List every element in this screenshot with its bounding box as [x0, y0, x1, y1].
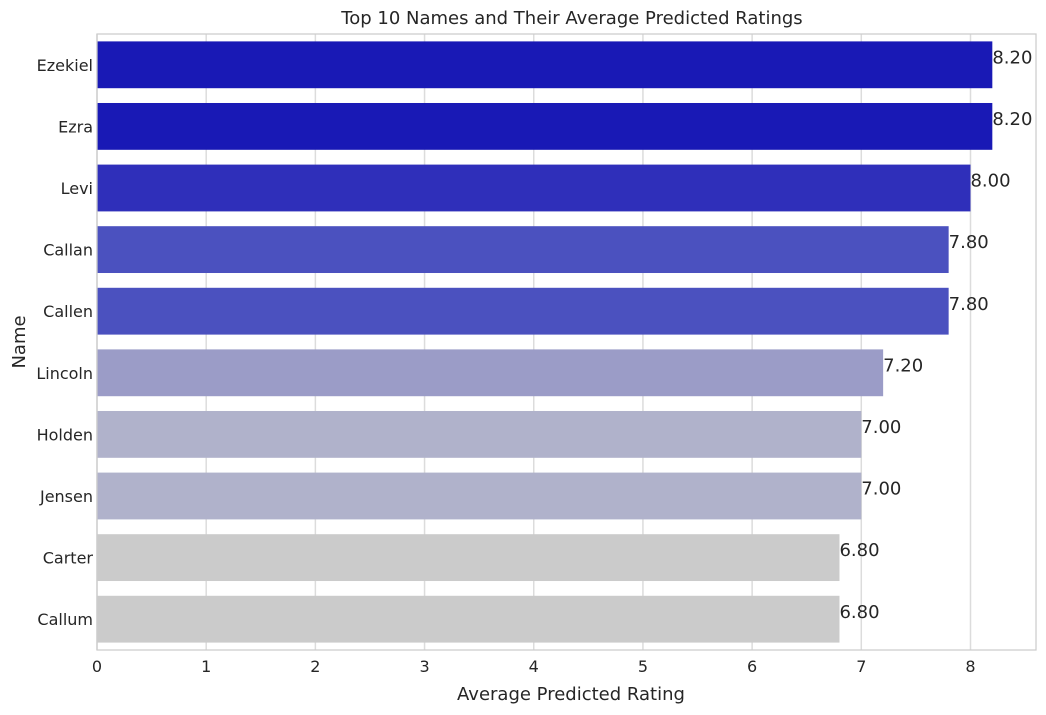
bar	[97, 472, 862, 520]
bar	[97, 164, 971, 212]
bars: 8.20 8.20 8.00 7.80 7.80 7.20 7.00 7.00 6.80 6.80	[97, 41, 1032, 643]
y-tick-label: Callum	[37, 610, 93, 629]
y-tick-label: Levi	[61, 179, 93, 198]
plot-frame	[96, 33, 1037, 651]
x-tick-label: 0	[92, 657, 102, 676]
bar	[97, 349, 884, 397]
y-tick-label: Holden	[37, 425, 93, 444]
x-tick-label: 6	[747, 657, 757, 676]
bar-value-label: 8.20	[992, 47, 1032, 68]
x-tick-label: 1	[201, 657, 211, 676]
bar-value-label: 7.00	[861, 479, 901, 500]
y-tick-labels: Ezekiel Ezra Levi Callan Callen Lincoln Holden…	[36, 56, 93, 629]
bar-value-label: 6.80	[839, 540, 879, 561]
bar	[97, 410, 862, 458]
x-axis-label: Average Predicted Rating	[457, 684, 685, 705]
bar-value-label: 6.80	[839, 602, 879, 623]
bar	[97, 595, 840, 643]
bar-value-label: 7.80	[949, 294, 989, 315]
bar	[97, 287, 949, 335]
y-tick-label: Lincoln	[36, 364, 93, 383]
x-tick-label: 2	[310, 657, 320, 676]
bar-value-label: 7.00	[861, 417, 901, 438]
bar	[97, 102, 993, 150]
x-tick-label: 8	[965, 657, 975, 676]
y-axis-label: Name	[9, 315, 30, 368]
x-tick-label: 3	[419, 657, 429, 676]
y-tick-label: Carter	[43, 549, 94, 568]
bar	[97, 226, 949, 274]
x-tick-label: 7	[856, 657, 866, 676]
x-tick-label: 4	[529, 657, 539, 676]
x-ticks: 0 1 2 3 4 5 6 7 8	[92, 657, 976, 676]
y-tick-label: Ezra	[58, 117, 93, 136]
chart-title: Top 10 Names and Their Average Predicted…	[340, 8, 802, 29]
bar	[97, 534, 840, 582]
bar-value-label: 7.80	[949, 232, 989, 253]
y-tick-label: Ezekiel	[37, 56, 93, 75]
y-tick-label: Callan	[43, 241, 93, 260]
bar-value-label: 7.20	[883, 355, 923, 376]
y-tick-label: Callen	[43, 302, 93, 321]
bar	[97, 41, 993, 89]
x-tick-label: 5	[638, 657, 648, 676]
bar-value-label: 8.20	[992, 109, 1032, 130]
y-tick-label: Jensen	[39, 487, 93, 506]
bar-value-label: 8.00	[970, 171, 1010, 192]
